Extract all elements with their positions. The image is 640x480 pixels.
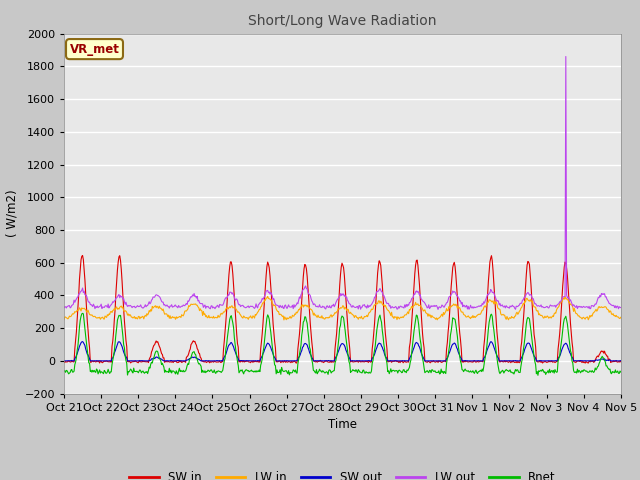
X-axis label: Time: Time (328, 418, 357, 431)
Y-axis label: ( W/m2): ( W/m2) (6, 190, 19, 238)
Text: VR_met: VR_met (70, 43, 120, 56)
Title: Short/Long Wave Radiation: Short/Long Wave Radiation (248, 14, 436, 28)
Legend: SW in, LW in, SW out, LW out, Rnet: SW in, LW in, SW out, LW out, Rnet (124, 466, 561, 480)
